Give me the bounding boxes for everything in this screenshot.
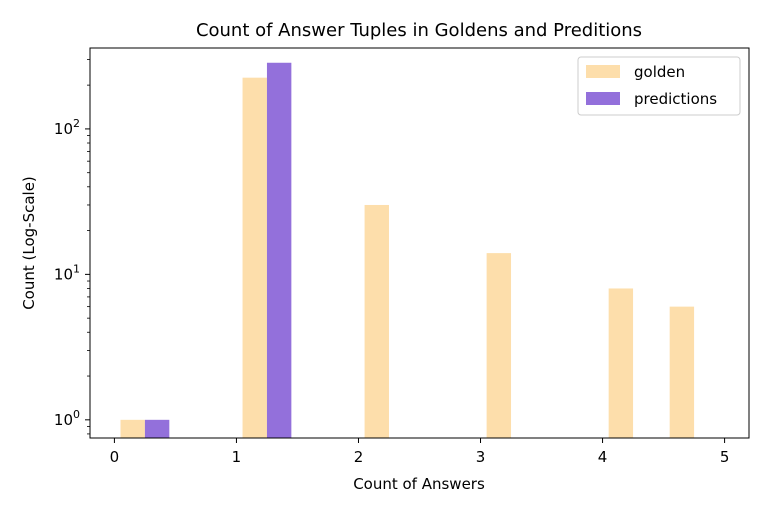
bar-golden-5 xyxy=(669,306,695,438)
bar-predictions-0 xyxy=(144,419,170,438)
x-tick-label-4: 4 xyxy=(598,448,608,466)
bar-golden-4 xyxy=(608,288,634,438)
chart-title: Count of Answer Tuples in Goldens and Pr… xyxy=(196,20,642,41)
plot-area: 0 1 2 3 4 5 100 101 102 xyxy=(54,47,750,466)
x-axis-label: Count of Answers xyxy=(353,475,485,493)
x-tick-label-3: 3 xyxy=(476,448,486,466)
y-tick-label-100: 102 xyxy=(54,117,80,138)
y-axis-label: Count (Log-Scale) xyxy=(20,176,38,310)
bar-golden-2 xyxy=(364,204,389,438)
legend-label-predictions: predictions xyxy=(634,90,717,108)
x-tick-label-2: 2 xyxy=(354,448,364,466)
bar-golden-1 xyxy=(242,77,267,438)
y-tick-label-10: 101 xyxy=(54,262,80,283)
legend: golden predictions xyxy=(577,56,741,116)
bar-golden-3 xyxy=(486,253,512,438)
x-tick-label-1: 1 xyxy=(232,448,242,466)
bar-predictions-1 xyxy=(266,62,292,439)
y-tick-label-1: 100 xyxy=(54,408,80,429)
bar-golden-0 xyxy=(120,419,145,438)
legend-swatch-predictions xyxy=(586,92,620,105)
x-tick-label-5: 5 xyxy=(720,448,730,466)
legend-label-golden: golden xyxy=(634,63,685,81)
axes-frame xyxy=(89,47,750,439)
legend-swatch-golden xyxy=(586,65,620,78)
x-tick-label-0: 0 xyxy=(110,448,120,466)
